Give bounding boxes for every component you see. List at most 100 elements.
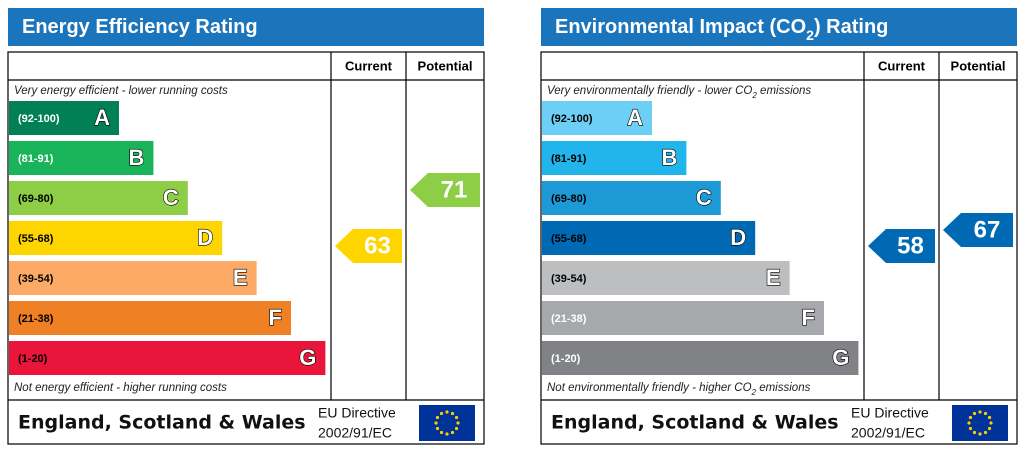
band xyxy=(9,181,188,215)
band xyxy=(9,101,119,135)
bottom-note-part: Not environmentally friendly - higher CO xyxy=(547,382,752,394)
panel-title: Energy Efficiency Rating xyxy=(22,16,258,38)
top-note-part: Very environmentally friendly - lower CO xyxy=(547,85,752,97)
panel-title-part: ) Rating xyxy=(814,16,888,38)
band xyxy=(9,341,326,375)
column-header: Current xyxy=(878,58,926,73)
column-header: Current xyxy=(345,58,393,73)
eu-star xyxy=(967,421,971,425)
current-value: 58 xyxy=(897,232,924,259)
bottom-note-part: emissions xyxy=(756,382,811,394)
current-arrow xyxy=(868,229,935,263)
band-letter: A xyxy=(627,105,643,130)
band-letter: C xyxy=(696,185,712,210)
eu-star xyxy=(454,426,459,431)
band xyxy=(542,181,721,215)
potential-value: 71 xyxy=(441,176,468,203)
eu-star xyxy=(450,430,455,435)
eu-star xyxy=(450,411,455,416)
potential-arrow xyxy=(943,213,1013,247)
panel-title: Environmental Impact (CO2) Rating xyxy=(555,16,888,42)
panel-title-part: Energy Efficiency Rating xyxy=(22,16,258,38)
band-letter: F xyxy=(269,305,282,330)
eu-star xyxy=(445,432,449,436)
eu-star xyxy=(439,430,444,435)
eu-flag xyxy=(419,405,475,441)
directive: 2002/91/EC xyxy=(318,425,392,441)
eu-star xyxy=(968,426,973,431)
band-letter: E xyxy=(233,265,248,290)
eu-star xyxy=(983,411,988,416)
bottom-note-part: 2 xyxy=(751,388,757,397)
band-range: (55-68) xyxy=(551,233,587,245)
column-header: Potential xyxy=(418,58,473,73)
directive: EU Directive xyxy=(318,405,396,421)
eu-star xyxy=(456,421,460,425)
top-note-part: emissions xyxy=(757,85,812,97)
eu-star xyxy=(434,421,438,425)
current-value: 63 xyxy=(364,232,391,259)
band xyxy=(9,301,291,335)
band xyxy=(542,221,756,255)
band-letter: D xyxy=(197,225,213,250)
band-letter: C xyxy=(163,185,179,210)
band-range: (92-100) xyxy=(551,113,593,125)
eu-star xyxy=(435,426,440,431)
band-range: (81-91) xyxy=(18,153,54,165)
band xyxy=(542,341,859,375)
top-note-part: Very energy efficient - lower running co… xyxy=(14,85,228,97)
band-range: (69-80) xyxy=(18,193,54,205)
eu-star xyxy=(972,411,977,416)
title-bar xyxy=(541,8,1017,46)
top-note-part: 2 xyxy=(751,91,757,100)
region: England, Scotland & Wales xyxy=(551,412,839,434)
eu-star xyxy=(989,421,993,425)
eu-star xyxy=(978,432,982,436)
band xyxy=(9,261,257,295)
band xyxy=(542,101,652,135)
band-range: (69-80) xyxy=(551,193,587,205)
directive: 2002/91/EC xyxy=(851,425,925,441)
current-arrow xyxy=(335,229,402,263)
band xyxy=(542,141,687,175)
eu-star xyxy=(987,426,992,431)
band-letter: G xyxy=(832,345,849,370)
band-letter: E xyxy=(766,265,781,290)
band-range: (21-38) xyxy=(18,313,54,325)
eu-star xyxy=(972,430,977,435)
frame xyxy=(540,51,1018,445)
band-letter: A xyxy=(94,105,110,130)
potential-arrow xyxy=(410,173,480,207)
eu-flag xyxy=(952,405,1008,441)
bottom-note: Not energy efficient - higher running co… xyxy=(14,382,227,394)
panel-title-part: Environmental Impact (CO xyxy=(555,16,806,38)
band-range: (1-20) xyxy=(551,353,581,365)
band-range: (81-91) xyxy=(551,153,587,165)
eu-star xyxy=(454,415,459,420)
eu-star xyxy=(968,415,973,420)
band xyxy=(542,261,790,295)
eu-star xyxy=(987,415,992,420)
eu-star xyxy=(439,411,444,416)
band-range: (39-54) xyxy=(18,273,54,285)
band-range: (92-100) xyxy=(18,113,60,125)
directive: EU Directive xyxy=(851,405,929,421)
band-range: (21-38) xyxy=(551,313,587,325)
band-letter: B xyxy=(129,145,145,170)
band-range: (55-68) xyxy=(18,233,54,245)
title-bar xyxy=(8,8,484,46)
eu-star xyxy=(983,430,988,435)
top-note: Very environmentally friendly - lower CO… xyxy=(547,85,811,100)
potential-value: 67 xyxy=(974,216,1001,243)
eu-star xyxy=(435,415,440,420)
band-letter: F xyxy=(802,305,815,330)
band-letter: B xyxy=(662,145,678,170)
bottom-note-part: Not energy efficient - higher running co… xyxy=(14,382,227,394)
band xyxy=(9,221,223,255)
band-letter: G xyxy=(299,345,316,370)
eu-star xyxy=(978,410,982,414)
top-note: Very energy efficient - lower running co… xyxy=(14,85,228,97)
panel-title-part: 2 xyxy=(806,27,814,43)
band-range: (1-20) xyxy=(18,353,48,365)
